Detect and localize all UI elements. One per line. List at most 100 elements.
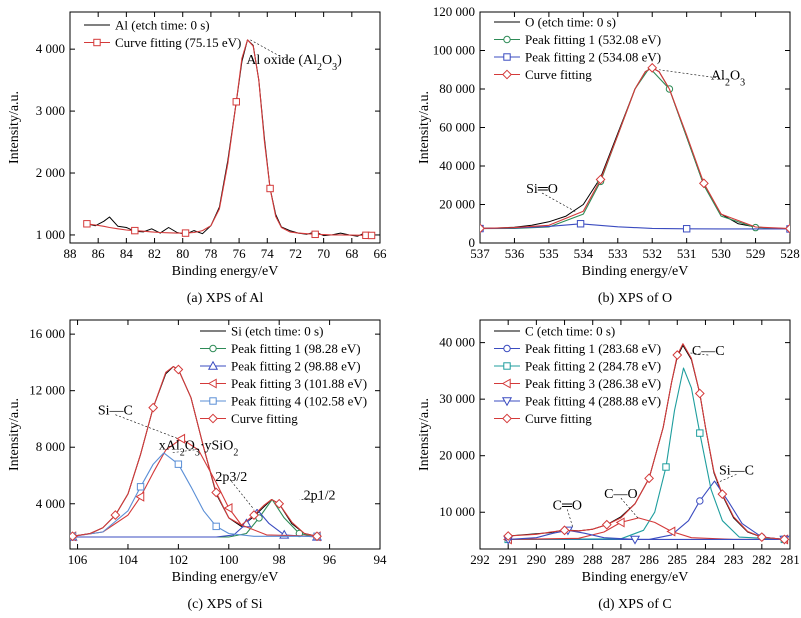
series-1: [83, 39, 376, 240]
panel-a: 88 86 84 82 80 78 76 74 72 70 68 66 1 000 2 000 3 000 4…: [7, 11, 387, 306]
annotation: 2p3/2: [215, 470, 255, 510]
x-tick-label: 533: [608, 246, 628, 261]
legend-marker: [207, 378, 217, 389]
legend-label: Peak fitting 3 (286.38 eV): [525, 376, 661, 391]
data-point: [83, 220, 91, 228]
legend-label: Curve fitting: [231, 411, 298, 426]
series-line: [480, 223, 790, 230]
legend-label: Peak fitting 2 (98.88 eV): [231, 359, 361, 374]
annotation-leader: [250, 39, 295, 65]
series-0: [508, 344, 785, 540]
legend-marker: [208, 413, 218, 424]
y-axis-label: Intensity/a.u.: [7, 398, 22, 471]
x-tick-label: 528: [780, 246, 800, 261]
data-point: [70, 531, 78, 542]
annotation-label: Si═O: [526, 182, 558, 197]
series-line: [86, 39, 372, 238]
data-point: [480, 223, 485, 234]
legend-entry: Peak fitting 2 (98.88 eV): [200, 359, 361, 374]
legend-entry: Curve fitting: [494, 411, 592, 426]
data-point: [559, 525, 570, 536]
data-point: [176, 433, 186, 444]
legend-label: Peak fitting 1 (283.68 eV): [525, 341, 661, 356]
y-tick-label: 40 000: [439, 335, 475, 350]
data-point: [173, 364, 184, 375]
legend-label: Peak fitting 1 (98.28 eV): [231, 341, 361, 356]
x-tick-label: 80: [176, 246, 189, 261]
annotation-leader: [620, 497, 639, 519]
legend-label: Peak fitting 3 (101.88 eV): [231, 376, 367, 391]
annotation: Al oxide (Al2O3): [246, 39, 342, 73]
y-tick-label: 2 000: [36, 165, 65, 180]
legend: O (etch time: 0 s) Peak fitting 1 (532.08…: [494, 15, 661, 82]
panel-caption: (d) XPS of C: [598, 597, 672, 612]
legend-entry: Peak fitting 1 (283.68 eV): [494, 341, 661, 356]
legend: Al (etch time: 0 s) Curve fitting (75.15 …: [84, 18, 241, 50]
annotation-label: C—C: [692, 344, 725, 359]
data-point: [629, 535, 641, 545]
legend-marker: [207, 360, 219, 370]
plot-frame: [69, 11, 381, 244]
legend-entry: O (etch time: 0 s): [494, 15, 616, 30]
legend-label: Si (etch time: 0 s): [231, 324, 323, 339]
legend-label: Peak fitting 2 (534.08 eV): [525, 50, 661, 65]
legend-entry: Peak fitting 2 (284.78 eV): [494, 359, 661, 374]
data-point: [131, 226, 139, 235]
y-tick-label: 12 000: [29, 383, 65, 398]
legend-entry: Curve fitting (75.15 eV): [84, 35, 241, 50]
annotation-leader: [688, 352, 709, 356]
legend-entry: Al (etch time: 0 s): [84, 18, 210, 33]
y-tick-label: 10 000: [439, 504, 475, 519]
data-point: [232, 98, 240, 106]
x-tick-label: 287: [611, 552, 631, 567]
series-4: [70, 452, 321, 540]
x-tick-label: 289: [555, 552, 575, 567]
annotation: Si═O: [526, 182, 577, 213]
legend-marker: [209, 344, 217, 353]
series-line: [508, 480, 785, 540]
annotation: Si—C: [716, 463, 754, 484]
x-tick-label: 290: [527, 552, 547, 567]
y-tick-label: 40 000: [439, 158, 475, 173]
series-5: [70, 364, 322, 542]
legend-marker: [503, 53, 511, 61]
data-point: [615, 517, 625, 528]
x-tick-label: 70: [317, 246, 330, 261]
data-point: [503, 531, 514, 541]
data-point: [779, 534, 790, 545]
y-axis-label: Intensity/a.u.: [417, 398, 432, 471]
data-point: [211, 487, 222, 498]
x-tick-label: 536: [505, 246, 525, 261]
annotation-label: Si—C: [98, 404, 133, 419]
x-tick-label: 535: [539, 246, 559, 261]
annotation-leader: [716, 474, 737, 484]
legend-entry: Peak fitting 4 (102.58 eV): [200, 394, 367, 409]
y-tick-label: 120 000: [433, 4, 475, 19]
series-line: [480, 67, 790, 230]
series-1: [504, 480, 789, 544]
annotation-leader: [231, 480, 255, 510]
annotation-label: Si—C: [719, 463, 754, 478]
annotation-leader: [541, 192, 577, 213]
x-tick-label: 285: [668, 552, 688, 567]
legend-label: C (etch time: 0 s): [525, 324, 615, 339]
legend-label: Peak fitting 4 (288.88 eV): [525, 394, 661, 409]
x-axis-label: Binding energy/eV: [582, 570, 689, 585]
data-point: [212, 522, 220, 531]
legend-marker: [502, 69, 512, 80]
series-line: [508, 343, 785, 540]
data-point: [717, 489, 728, 500]
y-tick-label: 3 000: [36, 103, 65, 118]
data-point: [367, 231, 376, 240]
legend-marker: [503, 344, 511, 353]
panel-caption: (c) XPS of Si: [187, 597, 262, 612]
legend-entry: C (etch time: 0 s): [494, 324, 615, 339]
x-tick-label: 86: [92, 246, 106, 261]
legend-label: Peak fitting 4 (102.58 eV): [231, 394, 367, 409]
x-tick-label: 100: [219, 552, 239, 567]
y-tick-label: 100 000: [433, 43, 475, 58]
data-point: [181, 229, 190, 237]
legend-entry: Peak fitting 3 (286.38 eV): [494, 376, 661, 391]
data-point: [696, 497, 704, 505]
data-point: [312, 531, 322, 542]
